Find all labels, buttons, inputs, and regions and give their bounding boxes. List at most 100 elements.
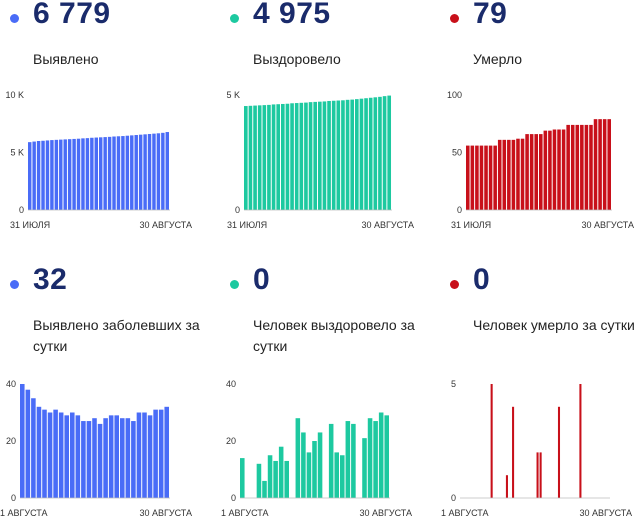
bar: [28, 142, 32, 210]
stat-value: 0: [253, 263, 271, 296]
card-daily-detected: 32 Выявлено заболевших за сутки 0 20 40 1 А…: [0, 263, 200, 521]
bar: [502, 139, 507, 210]
bar: [114, 415, 119, 498]
bar: [75, 415, 81, 498]
bar: [512, 406, 515, 498]
bar: [373, 421, 378, 498]
bar: [294, 103, 299, 210]
bar: [267, 455, 273, 498]
chart-daily-recovered: 0 20 40 1 АВГУСТА 30 АВГУСТА: [221, 379, 412, 518]
bar: [584, 124, 589, 210]
bar: [36, 141, 41, 210]
bar: [362, 438, 367, 498]
bar: [158, 409, 164, 498]
bar: [285, 103, 290, 210]
bar: [340, 455, 345, 498]
bar: [475, 145, 479, 210]
bar: [58, 412, 64, 498]
bar: [45, 140, 50, 210]
stat-value: 6 779: [33, 0, 111, 30]
bar: [138, 134, 143, 210]
stat-label: Выявлено заболевших за сутки: [33, 317, 200, 354]
x-tick-label: 30 АВГУСТА: [359, 508, 412, 518]
bar: [97, 423, 103, 498]
x-tick-label: 31 ИЮЛЯ: [10, 220, 50, 230]
card-recovered: 4 975 Выздоровело 0 5 K 31 ИЮЛЯ 30 АВГУСТА: [220, 0, 420, 255]
bar: [331, 100, 336, 210]
stat-label: Выявлено: [33, 51, 99, 67]
bar: [536, 452, 539, 498]
bar: [566, 124, 570, 210]
bar: [579, 384, 582, 498]
stat-value: 4 975: [253, 0, 331, 30]
bar: [64, 415, 69, 498]
bar: [276, 104, 281, 210]
bar: [493, 145, 497, 210]
bar: [308, 102, 313, 210]
bar: [81, 138, 85, 210]
bar: [548, 130, 552, 210]
bar: [156, 133, 161, 210]
bar: [306, 452, 312, 498]
status-dot: [230, 280, 239, 289]
bar: [136, 412, 142, 498]
bar: [351, 423, 356, 498]
bar: [257, 105, 262, 210]
bar: [99, 137, 103, 210]
bar: [516, 138, 520, 210]
y-tick-label: 0: [11, 493, 16, 503]
y-tick-label: 0: [457, 205, 462, 215]
bar: [301, 432, 306, 498]
bar: [41, 140, 45, 210]
bar: [112, 136, 116, 210]
bar: [529, 134, 534, 210]
x-tick-label: 1 АВГУСТА: [221, 508, 269, 518]
bar: [378, 412, 384, 498]
card-deaths: 79 Умерло 0 50 100 31 ИЮЛЯ 30 АВГУСТА: [440, 0, 640, 255]
bar: [484, 145, 488, 210]
bar: [20, 384, 25, 498]
bar: [278, 446, 284, 498]
x-tick-label: 31 ИЮЛЯ: [227, 220, 267, 230]
bar: [54, 139, 59, 210]
stat-value: 79: [473, 0, 508, 30]
bar: [147, 133, 152, 210]
bar: [570, 124, 575, 210]
bar: [575, 124, 580, 210]
bar: [557, 129, 561, 210]
bar: [539, 134, 543, 210]
bar: [116, 136, 121, 210]
bar: [525, 134, 529, 210]
bar: [86, 421, 92, 498]
card-daily-recovered: 0 Человек выздоровело за сутки 0 20 40 1 АВ…: [220, 263, 420, 521]
bar: [262, 480, 267, 498]
bar: [602, 119, 607, 210]
y-tick-label: 10 K: [5, 90, 24, 100]
bar: [312, 441, 317, 498]
bar: [345, 99, 350, 210]
card-daily-deaths: 0 Человек умерло за сутки 0 5 1 АВГУСТА 30 …: [440, 263, 640, 521]
bar: [284, 460, 289, 498]
bar: [271, 104, 276, 210]
bar: [387, 95, 392, 210]
bar: [47, 412, 53, 498]
bar: [466, 145, 470, 210]
bar: [152, 133, 156, 210]
bar: [336, 100, 341, 210]
y-tick-label: 100: [447, 90, 462, 100]
bar: [520, 138, 525, 210]
bar: [593, 119, 598, 210]
bar: [253, 105, 257, 210]
bar: [103, 137, 107, 210]
bar: [607, 119, 611, 210]
bar: [373, 97, 378, 210]
bar: [543, 130, 548, 210]
bar: [142, 412, 147, 498]
chart-detected: 0 5 K 10 K 31 ИЮЛЯ 30 АВГУСТА: [5, 90, 192, 230]
bar: [313, 101, 318, 210]
y-tick-label: 0: [231, 493, 236, 503]
x-tick-label: 30 АВГУСТА: [581, 220, 634, 230]
bar: [81, 421, 86, 498]
status-dot: [230, 14, 239, 23]
bar: [125, 135, 130, 210]
